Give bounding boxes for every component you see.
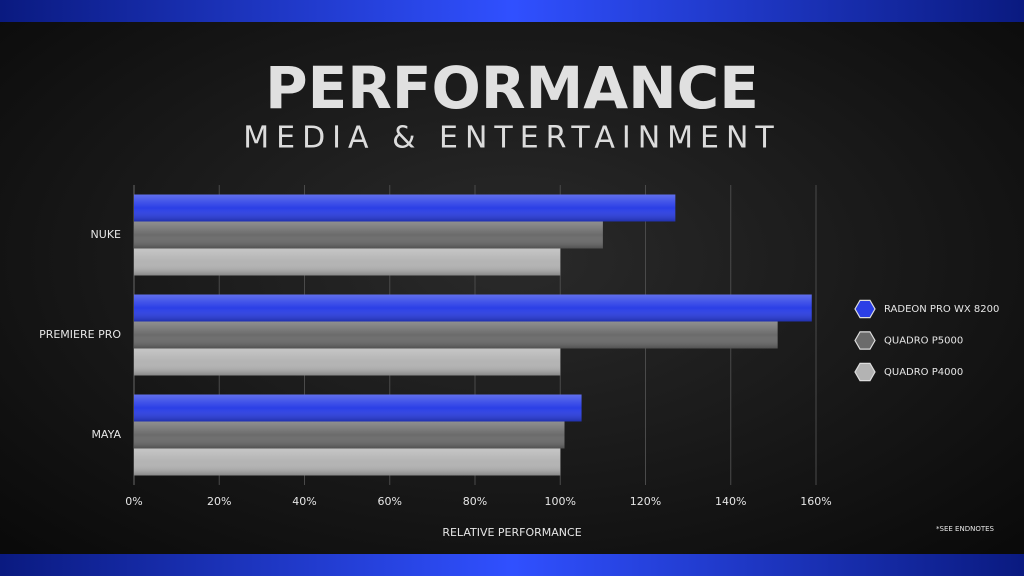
y-tick-label: MAYA	[91, 428, 121, 441]
chart-subtitle: MEDIA & ENTERTAINMENT	[243, 121, 781, 156]
y-tick-label: PREMIERE PRO	[39, 328, 121, 341]
legend-swatch	[854, 299, 876, 319]
bar-sheen	[134, 248, 561, 276]
x-tick-label: 0%	[125, 495, 142, 508]
bar-sheen	[134, 348, 561, 376]
x-tick-label: 120%	[630, 495, 661, 508]
bar-sheen	[134, 194, 676, 222]
bottom-band	[0, 554, 1024, 576]
bar-sheen	[134, 221, 603, 249]
bar-sheen	[134, 321, 778, 349]
x-tick-label: 60%	[378, 495, 402, 508]
x-tick-label: 80%	[463, 495, 487, 508]
x-tick-label: 140%	[715, 495, 746, 508]
legend-label: QUADRO P4000	[884, 367, 963, 378]
bar-sheen	[134, 294, 812, 322]
legend-label: QUADRO P5000	[884, 336, 963, 347]
x-tick-label: 160%	[800, 495, 831, 508]
bar-sheen	[134, 421, 565, 449]
note: *SEE ENDNOTES	[936, 525, 995, 533]
legend-swatch	[854, 362, 876, 382]
bar-sheen	[134, 394, 582, 422]
x-tick-label: 20%	[207, 495, 231, 508]
x-axis-label: RELATIVE PERFORMANCE	[442, 526, 581, 539]
chart-title: PERFORMANCE	[265, 54, 759, 122]
x-tick-label: 100%	[545, 495, 576, 508]
x-tick-label: 40%	[292, 495, 316, 508]
legend-label: RADEON PRO WX 8200	[884, 304, 999, 315]
y-tick-label: NUKE	[91, 228, 121, 241]
legend-swatch	[854, 331, 876, 350]
bar-sheen	[134, 448, 561, 476]
top-band	[0, 0, 1024, 22]
